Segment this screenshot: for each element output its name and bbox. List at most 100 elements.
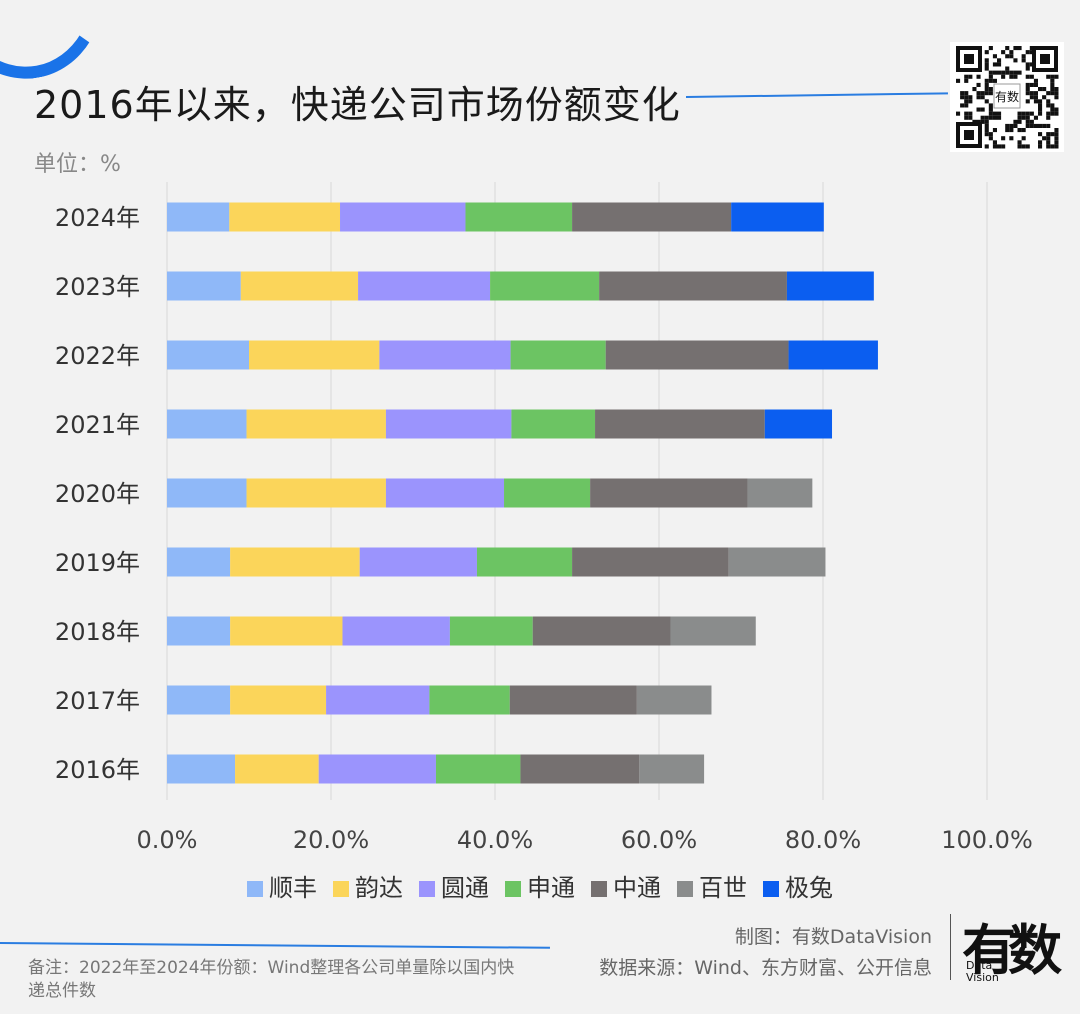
bar-segment-申通 bbox=[504, 478, 591, 508]
bar-segment-申通 bbox=[476, 547, 573, 577]
bar-segment-韵达 bbox=[249, 340, 380, 370]
bar-segment-顺丰 bbox=[167, 547, 231, 577]
bar-segment-中通 bbox=[590, 478, 748, 508]
bar-segment-圆通 bbox=[318, 754, 436, 784]
bar-segment-韵达 bbox=[246, 409, 386, 439]
bar-segment-百世 bbox=[670, 616, 756, 646]
bar-segment-百世 bbox=[728, 547, 826, 577]
legend-label: 百世 bbox=[699, 874, 747, 902]
category-label: 2020年 bbox=[55, 480, 140, 508]
legend-item: 圆通 bbox=[419, 868, 489, 903]
bar-segment-圆通 bbox=[342, 616, 450, 646]
bar-segment-韵达 bbox=[230, 547, 360, 577]
bar-segment-中通 bbox=[572, 547, 729, 577]
category-label: 2024年 bbox=[55, 204, 140, 232]
bar-segment-韵达 bbox=[240, 271, 359, 301]
bar-segment-百世 bbox=[636, 685, 712, 715]
logo-char-you: 有 bbox=[962, 919, 1016, 982]
bar-segment-极兔 bbox=[788, 340, 878, 370]
category-label: 2019年 bbox=[55, 549, 140, 577]
x-tick-label: 20.0% bbox=[293, 826, 369, 854]
bar-segment-顺丰 bbox=[167, 685, 231, 715]
legend-item: 顺丰 bbox=[247, 868, 317, 903]
bar-segment-顺丰 bbox=[167, 754, 236, 784]
legend-label: 极兔 bbox=[785, 874, 833, 902]
made-by-text: 制图：有数DataVision bbox=[734, 926, 932, 948]
bar-segment-申通 bbox=[511, 409, 596, 439]
bar-segment-顺丰 bbox=[167, 478, 247, 508]
bar-segment-申通 bbox=[429, 685, 510, 715]
bar-segment-申通 bbox=[435, 754, 521, 784]
bar-segment-百世 bbox=[639, 754, 705, 784]
x-tick-label: 80.0% bbox=[785, 826, 861, 854]
bar-segment-韵达 bbox=[246, 478, 386, 508]
bar-segment-韵达 bbox=[230, 685, 327, 715]
bar-segment-顺丰 bbox=[167, 202, 230, 232]
category-label: 2023年 bbox=[55, 273, 140, 301]
footer-line bbox=[0, 942, 550, 949]
bar-segment-圆通 bbox=[385, 478, 505, 508]
category-label: 2021年 bbox=[55, 411, 140, 439]
legend-swatch bbox=[591, 881, 607, 897]
legend-label: 韵达 bbox=[355, 874, 403, 902]
x-tick-label: 0.0% bbox=[137, 826, 198, 854]
footnote: 备注：2022年至2024年份额：Wind整理各公司单量除以国内快递总件数 bbox=[28, 958, 515, 1001]
bar-segment-极兔 bbox=[731, 202, 824, 232]
legend-swatch bbox=[505, 881, 521, 897]
category-label: 2017年 bbox=[55, 687, 140, 715]
brand-logo: 有 数 Data Vision bbox=[962, 906, 1062, 986]
x-tick-label: 40.0% bbox=[457, 826, 533, 854]
bar-segment-韵达 bbox=[235, 754, 319, 784]
bar-segment-韵达 bbox=[229, 202, 341, 232]
chart-title: 2016年以来，快递公司市场份额变化 bbox=[34, 83, 681, 127]
bar-segment-百世 bbox=[747, 478, 813, 508]
legend-item: 百世 bbox=[677, 868, 747, 903]
bar-segment-中通 bbox=[532, 616, 671, 646]
legend-swatch bbox=[247, 881, 263, 897]
logo-divider bbox=[950, 914, 951, 980]
legend-label: 圆通 bbox=[441, 874, 489, 902]
bar-segment-顺丰 bbox=[167, 340, 249, 370]
bar-segment-中通 bbox=[605, 340, 789, 370]
unit-label: 单位：% bbox=[34, 152, 121, 177]
bar-segment-圆通 bbox=[358, 271, 491, 301]
bar-segment-圆通 bbox=[385, 409, 512, 439]
chart-legend: 顺丰 韵达 圆通 申通 中通 百世 极兔 bbox=[0, 868, 1080, 903]
bar-segment-中通 bbox=[520, 754, 640, 784]
bar-segment-中通 bbox=[595, 409, 765, 439]
bar-segment-顺丰 bbox=[167, 271, 241, 301]
bar-segment-圆通 bbox=[359, 547, 477, 577]
category-label: 2016年 bbox=[55, 756, 140, 784]
bar-segment-韵达 bbox=[230, 616, 343, 646]
category-label: 2018年 bbox=[55, 618, 140, 646]
legend-label: 中通 bbox=[613, 874, 661, 902]
category-label: 2022年 bbox=[55, 342, 140, 370]
bar-segment-极兔 bbox=[786, 271, 874, 301]
legend-swatch bbox=[333, 881, 349, 897]
bar-segment-中通 bbox=[509, 685, 637, 715]
bar-segment-极兔 bbox=[764, 409, 833, 439]
logo-char-shu: 数 bbox=[1008, 919, 1062, 982]
bar-segment-顺丰 bbox=[167, 409, 247, 439]
qr-center-label: 有数 bbox=[995, 89, 1019, 104]
bar-segment-圆通 bbox=[326, 685, 430, 715]
bar-segment-中通 bbox=[599, 271, 787, 301]
legend-swatch bbox=[419, 881, 435, 897]
legend-swatch bbox=[677, 881, 693, 897]
legend-label: 申通 bbox=[527, 874, 575, 902]
bar-segment-顺丰 bbox=[167, 616, 231, 646]
source-text: 数据来源：Wind、东方财富、公开信息 bbox=[599, 957, 932, 979]
bar-segment-圆通 bbox=[340, 202, 466, 232]
legend-label: 顺丰 bbox=[269, 874, 317, 902]
bar-segment-申通 bbox=[490, 271, 600, 301]
legend-item: 中通 bbox=[591, 868, 661, 903]
legend-swatch bbox=[763, 881, 779, 897]
legend-item: 韵达 bbox=[333, 868, 403, 903]
legend-item: 极兔 bbox=[763, 868, 833, 903]
credits: 制图：有数DataVision 数据来源：Wind、东方财富、公开信息 bbox=[599, 922, 932, 984]
x-tick-label: 100.0% bbox=[941, 826, 1033, 854]
legend-item: 申通 bbox=[505, 868, 575, 903]
qr-code[interactable]: 有数 bbox=[950, 42, 1064, 152]
qr-code-image: 有数 bbox=[956, 46, 1059, 149]
x-tick-label: 60.0% bbox=[621, 826, 697, 854]
